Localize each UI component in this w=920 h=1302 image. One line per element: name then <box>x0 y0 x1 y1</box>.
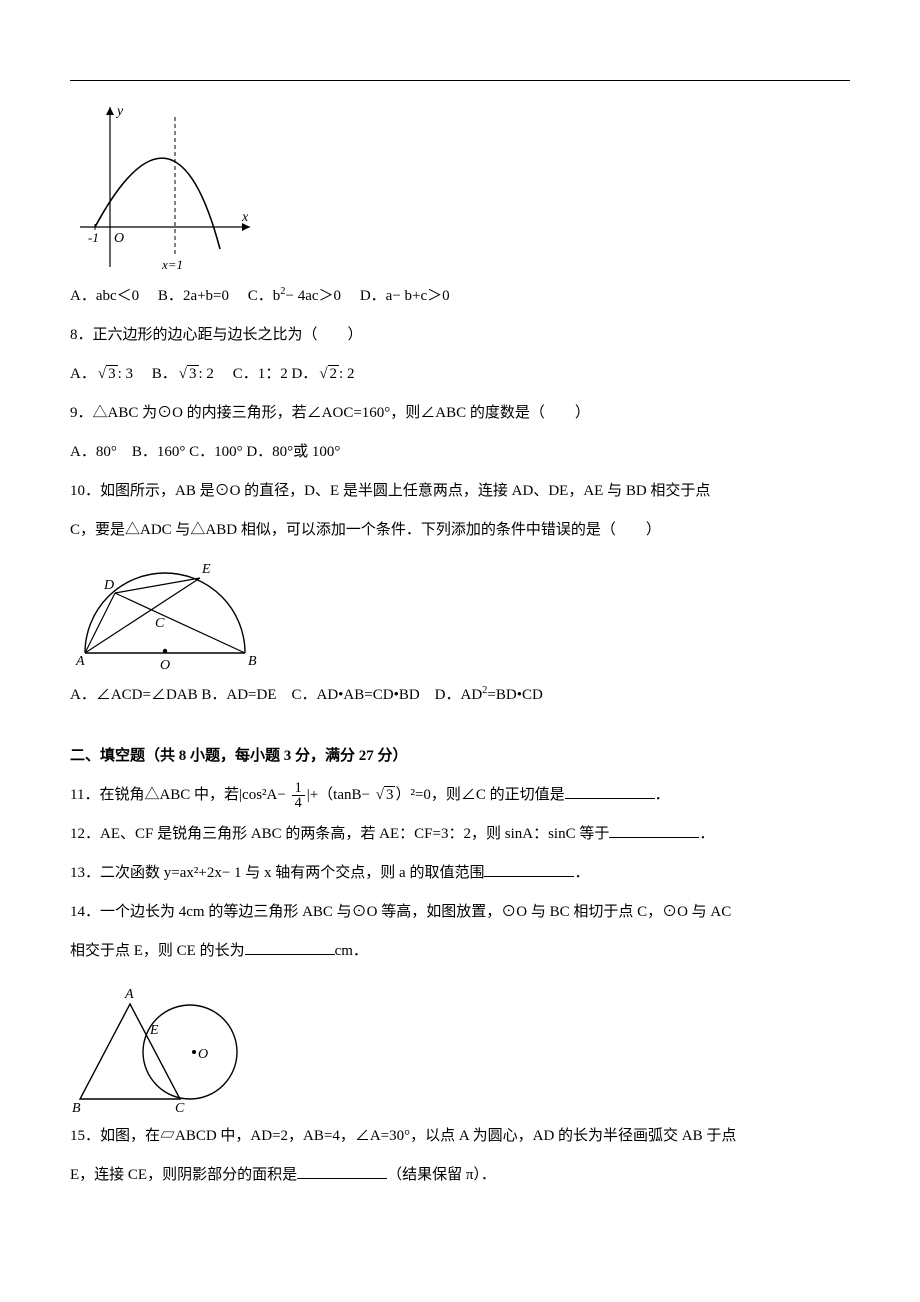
q13-pre: 13．二次函数 y=ax²+2x− 1 与 x 轴有两个交点，则 a 的取值范围 <box>70 865 484 881</box>
page-top-rule <box>70 80 850 81</box>
blank <box>245 940 335 955</box>
svg-text:C: C <box>155 616 165 631</box>
q15-line2: E，连接 CE，则阴影部分的面积是 （结果保留 π）． <box>70 1159 850 1192</box>
svg-text:E: E <box>149 1023 159 1038</box>
q8-options: A．√3: 3 B．√3: 2 C．1：2 D．√2: 2 <box>70 358 850 391</box>
svg-text:O: O <box>198 1047 208 1062</box>
q8-D-pre: D． <box>291 366 317 382</box>
q12: 12．AE、CF 是锐角三角形 ABC 的两条高，若 AE：CF=3：2，则 s… <box>70 818 850 851</box>
q7-figure: -1 O x y x=1 <box>70 99 850 274</box>
q15-line1: 15．如图，在▱ABCD 中，AD=2，AB=4，∠A=30°，以点 A 为圆心… <box>70 1120 850 1153</box>
svg-text:E: E <box>201 562 211 577</box>
q12-end: ． <box>699 826 714 842</box>
q9-text: 9．△ABC 为⊙O 的内接三角形，若∠AOC=160°，则∠ABC 的度数是（… <box>70 397 850 430</box>
q7-label-x1: x=1 <box>161 257 183 272</box>
q11: 11．在锐角△ABC 中，若|cos²A− 14|+（tanB− √3）²=0，… <box>70 779 850 812</box>
sqrt-icon: √3 <box>177 358 199 391</box>
q10-line2: C，要是△ADC 与△ABD 相似，可以添加一个条件．下列添加的条件中错误的是（… <box>70 514 850 547</box>
q8-B-post: : 2 <box>199 366 214 382</box>
blank <box>609 823 699 838</box>
q7-label-O: O <box>114 231 124 246</box>
q14-line2: 相交于点 E，则 CE 的长为 cm． <box>70 935 850 968</box>
q8-D-post: : 2 <box>339 366 354 382</box>
q8-B-pre: B． <box>152 366 177 382</box>
q14-end: cm． <box>335 943 368 959</box>
q10-figure: A B O D E C <box>70 553 850 673</box>
q10-options: A．∠ACD=∠DAB B．AD=DE C．AD•AB=CD•BD D．AD2=… <box>70 679 850 712</box>
q14-pre: 相交于点 E，则 CE 的长为 <box>70 943 245 959</box>
q8-C: C．1：2 <box>233 366 288 382</box>
q8-A-post: : 3 <box>118 366 133 382</box>
q7-options: A．abc＜0 B．2a+b=0 C．b2− 4ac＞0 D．a− b+c＞0 <box>70 280 850 313</box>
q15-pre: E，连接 CE，则阴影部分的面积是 <box>70 1167 297 1183</box>
sqrt-icon: √3 <box>96 358 118 391</box>
q7-label-y: y <box>115 104 124 119</box>
svg-text:A: A <box>124 987 134 1002</box>
section2-title: 二、填空题（共 8 小题，每小题 3 分，满分 27 分） <box>70 740 850 773</box>
q8-text: 8．正六边形的边心距与边长之比为（ ） <box>70 319 850 352</box>
q11-end: ． <box>655 787 670 803</box>
q7-optA: abc＜0 <box>96 288 139 304</box>
q11-mid: |+（tanB− <box>307 787 374 803</box>
q7-label-neg1: -1 <box>88 230 99 245</box>
q13-end: ． <box>574 865 589 881</box>
q11-pre: 11．在锐角△ABC 中，若|cos²A− <box>70 787 290 803</box>
q11-post: ）²=0，则∠C 的正切值是 <box>395 787 564 803</box>
fraction: 14 <box>292 781 305 811</box>
q15-end: （结果保留 π）． <box>387 1167 496 1183</box>
svg-text:O: O <box>160 658 170 673</box>
q7-optD: a− b+c＞0 <box>386 288 450 304</box>
q13: 13．二次函数 y=ax²+2x− 1 与 x 轴有两个交点，则 a 的取值范围… <box>70 857 850 890</box>
sqrt-icon: √3 <box>374 779 396 812</box>
q12-pre: 12．AE、CF 是锐角三角形 ABC 的两条高，若 AE：CF=3：2，则 s… <box>70 826 609 842</box>
blank <box>565 784 655 799</box>
blank <box>297 1164 387 1179</box>
svg-text:B: B <box>72 1101 81 1114</box>
svg-text:A: A <box>75 654 85 669</box>
q7-optB: 2a+b=0 <box>183 288 229 304</box>
svg-text:C: C <box>175 1101 185 1114</box>
q9-options: A．80° B．160° C．100° D．80°或 100° <box>70 436 850 469</box>
svg-text:D: D <box>103 578 114 593</box>
q7-optC: b2− 4ac＞0 <box>273 288 341 304</box>
q8-A-pre: A． <box>70 366 96 382</box>
q14-line1: 14．一个边长为 4cm 的等边三角形 ABC 与⊙O 等高，如图放置，⊙O 与… <box>70 896 850 929</box>
q14-figure: A B C E O <box>70 974 850 1114</box>
q7-label-x: x <box>241 210 249 225</box>
sqrt-icon: √2 <box>317 358 339 391</box>
blank <box>484 862 574 877</box>
svg-text:B: B <box>248 654 257 669</box>
q10-line1: 10．如图所示，AB 是⊙O 的直径，D、E 是半圆上任意两点，连接 AD、DE… <box>70 475 850 508</box>
